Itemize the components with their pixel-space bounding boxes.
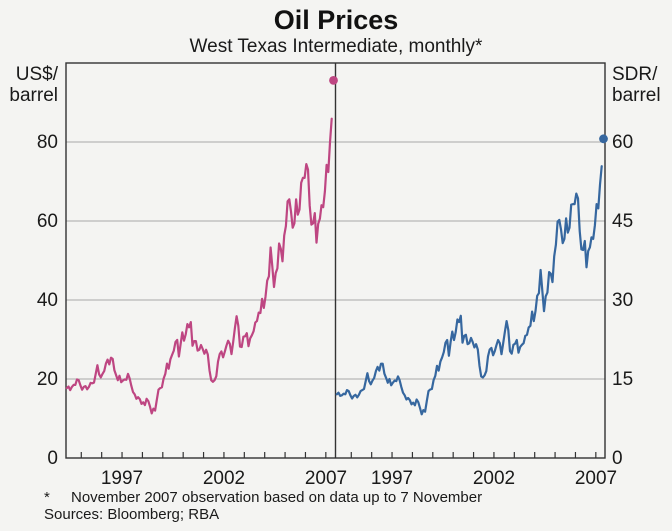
left-axis-unit-line1: US$/ — [16, 64, 59, 85]
footnote-line: * November 2007 observation based on data… — [44, 489, 644, 506]
left-axis: US$/ barrel 0 20 40 60 80 — [9, 64, 58, 469]
year-label-1997-left: 1997 — [101, 468, 143, 489]
x-axis-labels-left-panel: 1997 2002 2007 — [101, 468, 347, 489]
usd-nov-2007-dot — [329, 76, 338, 85]
right-tick-30: 30 — [612, 290, 633, 311]
year-label-1997-right: 1997 — [371, 468, 413, 489]
chart-title: Oil Prices — [273, 5, 399, 35]
footnote-text: November 2007 observation based on data … — [71, 489, 483, 506]
year-label-2007-right: 2007 — [575, 468, 617, 489]
left-tick-20: 20 — [37, 369, 58, 390]
right-tick-15: 15 — [612, 369, 633, 390]
usd-series-line — [65, 117, 333, 415]
x-axis-ticks — [80, 452, 597, 458]
year-label-2007-left: 2007 — [305, 468, 347, 489]
left-tick-80: 80 — [37, 132, 58, 153]
right-axis: SDR/ barrel 0 15 30 45 60 — [612, 64, 661, 469]
left-tick-60: 60 — [37, 211, 58, 232]
sdr-series-line — [335, 165, 603, 416]
right-axis-unit-line1: SDR/ — [612, 64, 658, 85]
data-series — [65, 76, 608, 416]
left-axis-unit-line2: barrel — [9, 85, 58, 106]
sdr-nov-2007-dot — [599, 134, 608, 144]
chart-subtitle: West Texas Intermediate, monthly* — [189, 36, 483, 57]
x-axis-labels-right-panel: 1997 2002 2007 — [371, 468, 617, 489]
footnote-marker: * — [44, 489, 50, 506]
sources-line: Sources: Bloomberg; RBA — [44, 506, 220, 523]
year-label-2002-left: 2002 — [203, 468, 245, 489]
plot-frame — [65, 62, 606, 459]
right-tick-45: 45 — [612, 211, 633, 232]
right-tick-0: 0 — [612, 448, 623, 469]
footnote-block: * November 2007 observation based on data… — [44, 489, 644, 523]
right-tick-60: 60 — [612, 132, 633, 153]
right-axis-unit-line2: barrel — [612, 85, 661, 106]
left-tick-0: 0 — [47, 448, 58, 469]
year-label-2002-right: 2002 — [473, 468, 515, 489]
left-tick-40: 40 — [37, 290, 58, 311]
